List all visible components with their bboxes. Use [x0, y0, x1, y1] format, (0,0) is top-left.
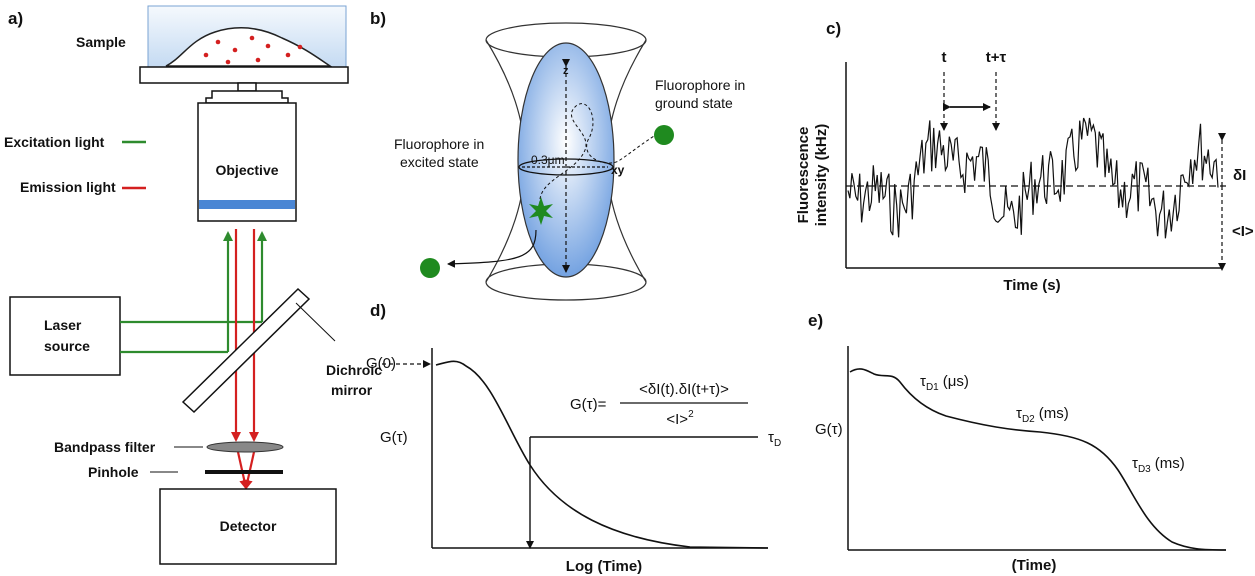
exiting-fluorophore	[420, 258, 440, 278]
t-tau-label: t+τ	[986, 49, 1007, 66]
formula-numerator: <δI(t).δI(t+τ)>	[639, 381, 729, 398]
tau-d2-base: τ	[1016, 405, 1022, 422]
excited-label-line2: excited state	[400, 154, 479, 170]
formula-denominator: <I>2	[666, 409, 694, 428]
tau-d3-label: τD3 (ms)	[1132, 455, 1185, 475]
laser-label-line2: source	[44, 338, 90, 354]
detector-label: Detector	[220, 518, 277, 534]
tau-d3-base: τ	[1132, 455, 1138, 472]
ground-label-line1: Fluorophore in	[655, 77, 745, 93]
z-label: z	[563, 65, 569, 77]
d-g-tau-label: G(τ)	[380, 429, 408, 446]
panel-d: d) G(0) G(τ) τD G(τ)= <δI(t).δI(t+τ)> <I…	[366, 301, 781, 575]
tau-d-symbol-sub: D	[774, 438, 781, 449]
tau-d-symbol-base: τ	[768, 429, 774, 446]
excitation-light-label: Excitation light	[4, 134, 105, 150]
panel-a-label: a)	[8, 9, 23, 28]
excited-fluorophore-star	[529, 197, 553, 225]
dichroic-label-line2: mirror	[331, 382, 373, 398]
d-correlation-curve	[435, 360, 769, 549]
dichroic-pointer	[295, 302, 336, 342]
t-label: t	[942, 49, 947, 66]
excited-label-line1: Fluorophore in	[394, 136, 484, 152]
diffusion-path	[539, 103, 655, 211]
objective-label: Objective	[215, 162, 278, 178]
formula-den-base: <I>	[666, 411, 688, 428]
formula-den-exp: 2	[688, 409, 694, 420]
panel-a: a) Sample Objective Excitation light Emi…	[4, 5, 382, 565]
tau-d1-base: τ	[920, 373, 926, 390]
panel-e-label: e)	[808, 311, 823, 330]
laser-source-box	[9, 296, 121, 376]
excitation-beams	[120, 231, 267, 354]
objective-filter	[199, 200, 295, 209]
e-xlabel: (Time)	[1012, 557, 1057, 574]
bandpass-label: Bandpass filter	[54, 439, 156, 455]
formula-lhs: G(τ)=	[570, 396, 607, 413]
c-ylabel-line2: intensity (kHz)	[813, 124, 830, 227]
exit-arrow	[447, 229, 537, 268]
d-xlabel: Log (Time)	[566, 558, 642, 575]
dichroic-mirror	[181, 287, 311, 414]
sample-label: Sample	[76, 34, 126, 50]
panel-c-label: c)	[826, 19, 841, 38]
panel-b-label: b)	[370, 9, 386, 28]
mean-i-label: <I>	[1232, 223, 1254, 240]
panel-b: b) z xy 0.3μm Fluorophore in excited sta…	[370, 9, 745, 301]
pinhole	[205, 470, 283, 474]
sample-particles	[203, 35, 303, 65]
c-ylabel: Fluorescence intensity (kHz)	[795, 124, 830, 227]
tau-d1-sub: D1	[926, 382, 939, 393]
tau-d-symbol: τD	[768, 429, 781, 449]
tau-d2-label: τD2 (ms)	[1016, 405, 1069, 425]
tau-d2-unit: (ms)	[1039, 405, 1069, 422]
emission-light-label: Emission light	[20, 179, 116, 195]
panel-c: c) Fluorescence intensity (kHz) Time (s)…	[795, 19, 1254, 294]
xy-label: xy	[611, 163, 625, 177]
delta-i-label: δI	[1233, 167, 1246, 184]
width-label: 0.3μm	[531, 153, 565, 167]
laser-label-line1: Laser	[44, 317, 82, 333]
tau-d3-unit: (ms)	[1155, 455, 1185, 472]
sample-slide	[139, 66, 349, 84]
pinhole-label: Pinhole	[88, 464, 139, 480]
ground-fluorophore	[654, 125, 674, 145]
intensity-trace	[847, 117, 1219, 239]
detector-box	[159, 488, 337, 565]
tau-d3-sub: D3	[1138, 464, 1151, 475]
ground-label-line2: ground state	[655, 95, 733, 111]
tau-d2-sub: D2	[1022, 414, 1035, 425]
bandpass-filter	[206, 441, 284, 453]
dichroic-label-line1: Dichroic	[326, 362, 382, 378]
panel-d-label: d)	[370, 301, 386, 320]
g0-label: G(0)	[366, 355, 396, 372]
tau-d1-label: τD1 (μs)	[920, 373, 969, 393]
c-xlabel: Time (s)	[1003, 277, 1060, 294]
c-ylabel-line1: Fluorescence	[795, 127, 812, 224]
panel-e: e) G(τ) τD1 (μs) τD2 (ms) τD3 (ms) (Time)	[808, 311, 1227, 574]
tau-d1-unit: (μs)	[943, 373, 969, 390]
e-g-tau-label: G(τ)	[815, 421, 843, 438]
e-correlation-curve	[849, 368, 1227, 551]
